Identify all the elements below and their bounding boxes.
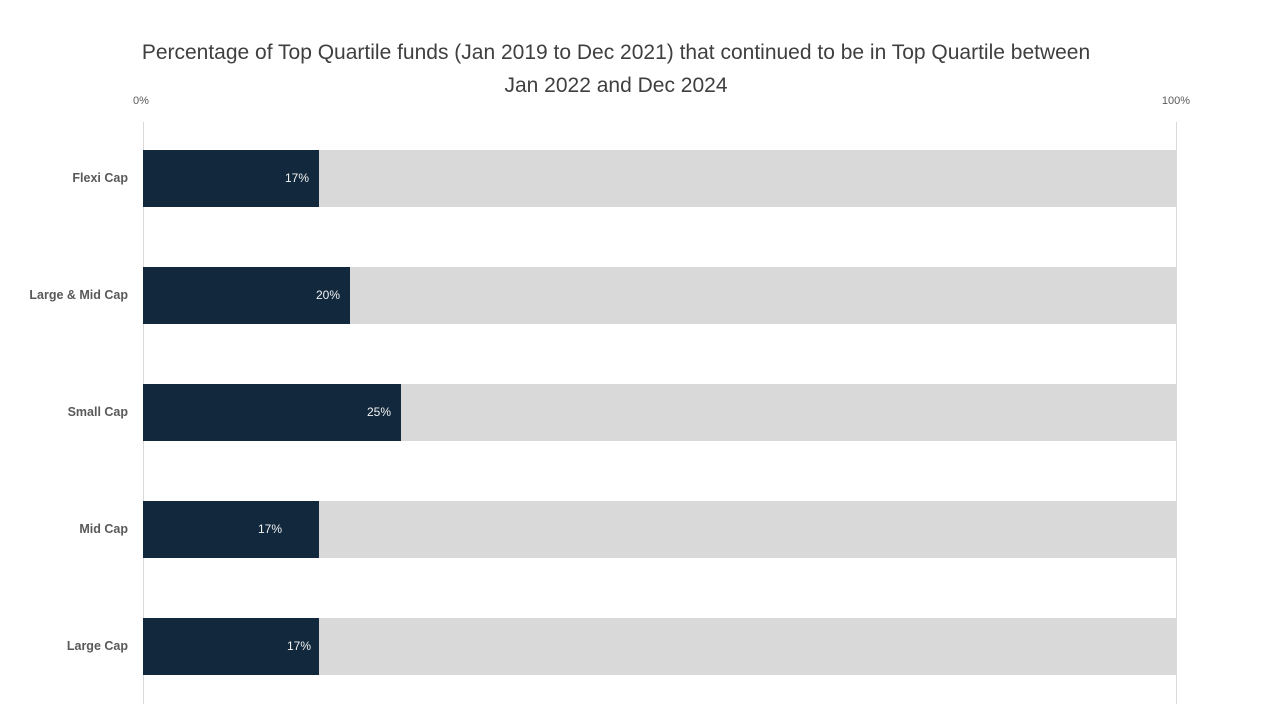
bar-row: Mid Cap 17% bbox=[0, 500, 1280, 558]
chart-title: Percentage of Top Quartile funds (Jan 20… bbox=[141, 41, 1091, 97]
bar-track: 17% bbox=[143, 617, 1176, 675]
bar-row: Large Cap 17% bbox=[0, 617, 1280, 675]
bar: 17% bbox=[143, 149, 319, 207]
value-label: 17% bbox=[286, 639, 311, 653]
bar: 17% bbox=[143, 617, 319, 675]
gridline-100-percent bbox=[1176, 122, 1177, 704]
bar-track: 17% bbox=[143, 500, 1176, 558]
bar: 17% bbox=[143, 500, 319, 558]
bar-track: 17% bbox=[143, 149, 1176, 207]
category-label: Mid Cap bbox=[79, 522, 128, 536]
category-label: Flexi Cap bbox=[72, 171, 128, 185]
bar-row: Flexi Cap 17% bbox=[0, 149, 1280, 207]
bar: 20% bbox=[143, 266, 350, 324]
bar-track: 25% bbox=[143, 383, 1176, 441]
value-label: 25% bbox=[366, 405, 391, 419]
bar-track: 20% bbox=[143, 266, 1176, 324]
category-label: Small Cap bbox=[67, 405, 128, 419]
x-axis-min-tick-label: 0% bbox=[133, 95, 149, 107]
bar: 25% bbox=[143, 383, 401, 441]
x-axis-max-tick-label: 100% bbox=[1161, 95, 1191, 107]
category-label: Large & Mid Cap bbox=[29, 288, 128, 302]
bar-row: Small Cap 25% bbox=[0, 383, 1280, 441]
category-label: Large Cap bbox=[66, 639, 128, 653]
value-label: 17% bbox=[257, 522, 282, 536]
bar-row: Large & Mid Cap 20% bbox=[0, 266, 1280, 324]
value-label: 17% bbox=[284, 171, 309, 185]
value-label: 20% bbox=[315, 288, 340, 302]
